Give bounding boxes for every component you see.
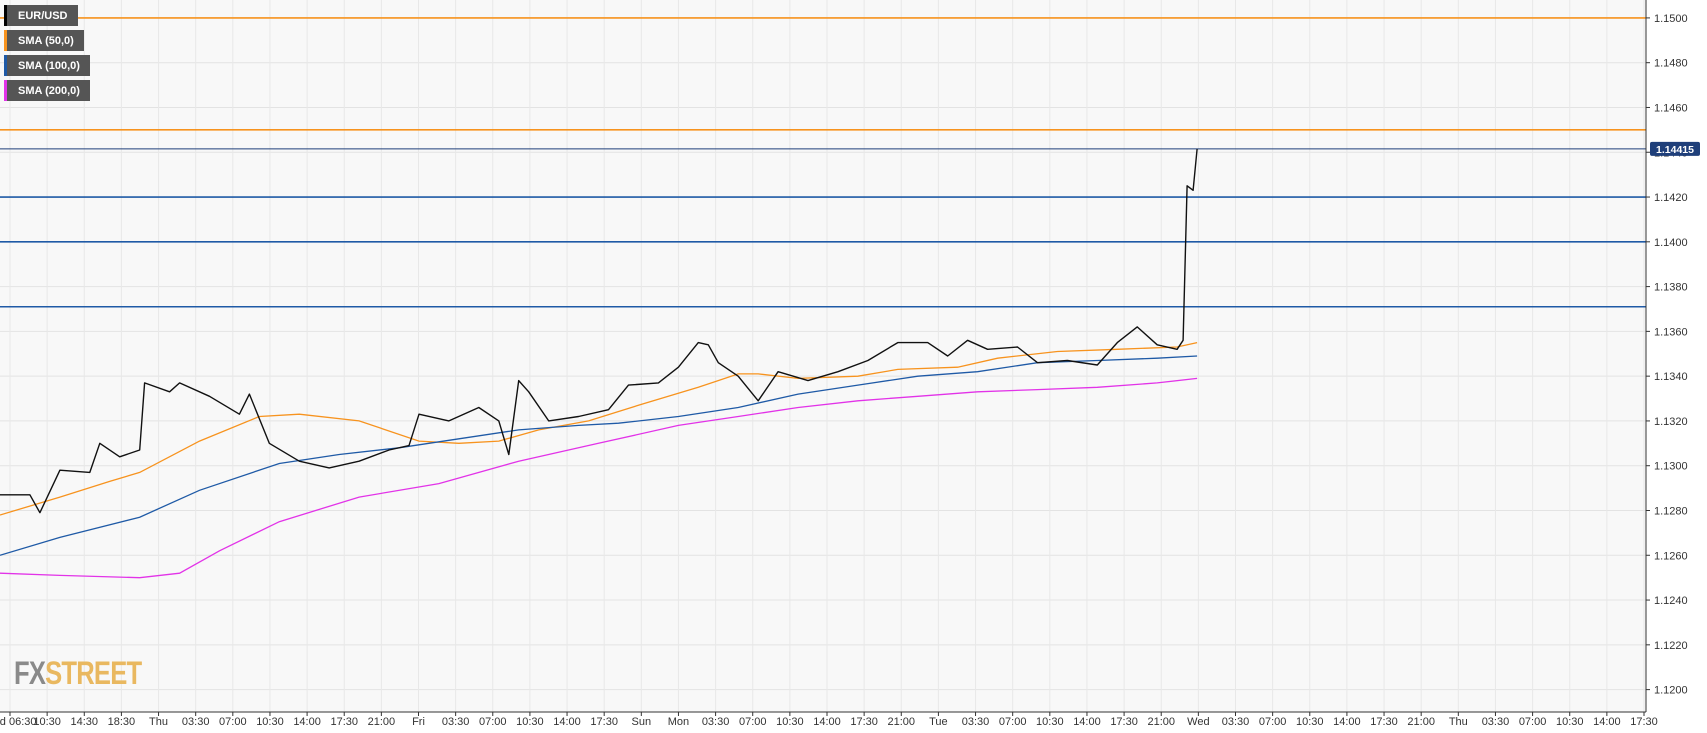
x-tick-label: 10:30 (256, 716, 284, 728)
y-tick-label: 1.1240 (1654, 595, 1688, 607)
legend-swatch (4, 30, 7, 51)
legend-item-sma-100[interactable]: SMA (100,0) (4, 55, 90, 76)
x-tick-label: 03:30 (442, 716, 470, 728)
x-tick-label: 21:00 (888, 716, 916, 728)
x-tick-label: 14:00 (1073, 716, 1101, 728)
x-tick-label: Tue (929, 716, 948, 728)
x-tick-label: 07:00 (999, 716, 1027, 728)
x-tick-label: 17:30 (590, 716, 618, 728)
x-tick-label: Thu (1449, 716, 1468, 728)
y-tick-label: 1.1360 (1654, 326, 1688, 338)
price-badge-label: 1.14415 (1656, 144, 1694, 156)
legend-label: SMA (100,0) (18, 59, 80, 72)
x-tick-label: 10:30 (1296, 716, 1324, 728)
x-tick-label: 17:30 (850, 716, 878, 728)
x-tick-label: 10:30 (516, 716, 544, 728)
x-tick-label: 14:00 (553, 716, 581, 728)
x-tick-label: 07:00 (219, 716, 247, 728)
price-layer (0, 148, 1198, 514)
legend-label: SMA (50,0) (18, 34, 74, 47)
y-tick-label: 1.1460 (1654, 102, 1688, 114)
x-tick-labels: Wed 06:3010:3014:3018:30Thu03:3007:0010:… (0, 712, 1658, 728)
plot-background (0, 0, 1646, 712)
x-tick-label: 21:00 (368, 716, 396, 728)
x-tick-label: 17:30 (1370, 716, 1398, 728)
legend-swatch (4, 55, 7, 76)
x-tick-label: 03:30 (962, 716, 990, 728)
x-tick-label: Thu (149, 716, 168, 728)
y-tick-label: 1.1280 (1654, 505, 1688, 517)
y-tick-label: 1.1500 (1654, 13, 1688, 25)
y-tick-label: 1.1400 (1654, 237, 1688, 249)
price-line (0, 148, 1198, 514)
x-tick-label: 14:30 (71, 716, 99, 728)
y-tick-label: 1.1200 (1654, 685, 1688, 697)
logo-street: STREET (45, 655, 142, 691)
price-badge-background (1650, 141, 1700, 156)
x-tick-label: 14:00 (1593, 716, 1621, 728)
x-tick-label: 10:30 (1036, 716, 1064, 728)
x-tick-label: 14:00 (293, 716, 321, 728)
x-tick-label: 21:00 (1407, 716, 1435, 728)
x-tick-label: 18:30 (108, 716, 136, 728)
x-tick-label: 07:00 (1259, 716, 1287, 728)
fxstreet-logo: FXSTREET (14, 655, 142, 692)
x-tick-label: 10:30 (33, 716, 61, 728)
y-tick-label: 1.1480 (1654, 58, 1688, 70)
sma-line (0, 341, 1198, 516)
x-tick-label: Fri (412, 716, 425, 728)
legend-item-sma-50[interactable]: SMA (50,0) (4, 30, 84, 51)
x-tick-label: 03:30 (1482, 716, 1510, 728)
legend-label: SMA (200,0) (18, 84, 80, 97)
y-tick-label: 1.1340 (1654, 371, 1688, 383)
y-tick-label: 1.1300 (1654, 461, 1688, 473)
y-tick-label: 1.1260 (1654, 550, 1688, 562)
x-tick-label: 07:00 (739, 716, 767, 728)
horizontal-levels-layer (0, 17, 1646, 308)
x-tick-label: 07:00 (1519, 716, 1547, 728)
x-tick-label: 07:00 (479, 716, 507, 728)
x-tick-label: 17:30 (1110, 716, 1138, 728)
x-tick-label: 17:30 (1630, 716, 1658, 728)
legend-swatch (4, 5, 7, 26)
x-tick-label: 17:30 (330, 716, 358, 728)
legend-swatch (4, 80, 7, 101)
x-tick-label: Wed (1187, 716, 1209, 728)
x-tick-label: Sun (632, 716, 652, 728)
y-tick-label: 1.1380 (1654, 282, 1688, 294)
x-tick-label: 10:30 (1556, 716, 1584, 728)
x-tick-label: 10:30 (776, 716, 804, 728)
x-tick-label: 14:00 (1333, 716, 1361, 728)
x-tick-label: Wed 06:30 (0, 716, 37, 728)
series-layer (0, 341, 1198, 579)
y-tick-label: 1.1320 (1654, 416, 1688, 428)
current-price-badge: 1.14415 (1650, 141, 1700, 156)
x-tick-label: 21:00 (1147, 716, 1175, 728)
sma-line (0, 355, 1198, 556)
legend-item-sma-200[interactable]: SMA (200,0) (4, 80, 90, 101)
x-tick-label: 14:00 (813, 716, 841, 728)
legend-label: EUR/USD (18, 9, 68, 22)
chart-legend: EUR/USD SMA (50,0) SMA (100,0) SMA (200,… (4, 5, 90, 105)
y-tick-labels: 1.1200 1.1220 1.1240 1.1260 1.1280 1.1300 1.13… (1646, 13, 1688, 697)
x-tick-label: 03:30 (702, 716, 730, 728)
logo-fx: FX (14, 655, 46, 691)
y-tick-label: 1.1420 (1654, 192, 1688, 204)
x-tick-label: Mon (668, 716, 689, 728)
x-tick-label: 03:30 (1222, 716, 1250, 728)
y-tick-label: 1.1220 (1654, 640, 1688, 652)
sma-line (0, 377, 1198, 579)
legend-item-eurusd[interactable]: EUR/USD (4, 5, 78, 26)
x-tick-label: 03:30 (182, 716, 210, 728)
